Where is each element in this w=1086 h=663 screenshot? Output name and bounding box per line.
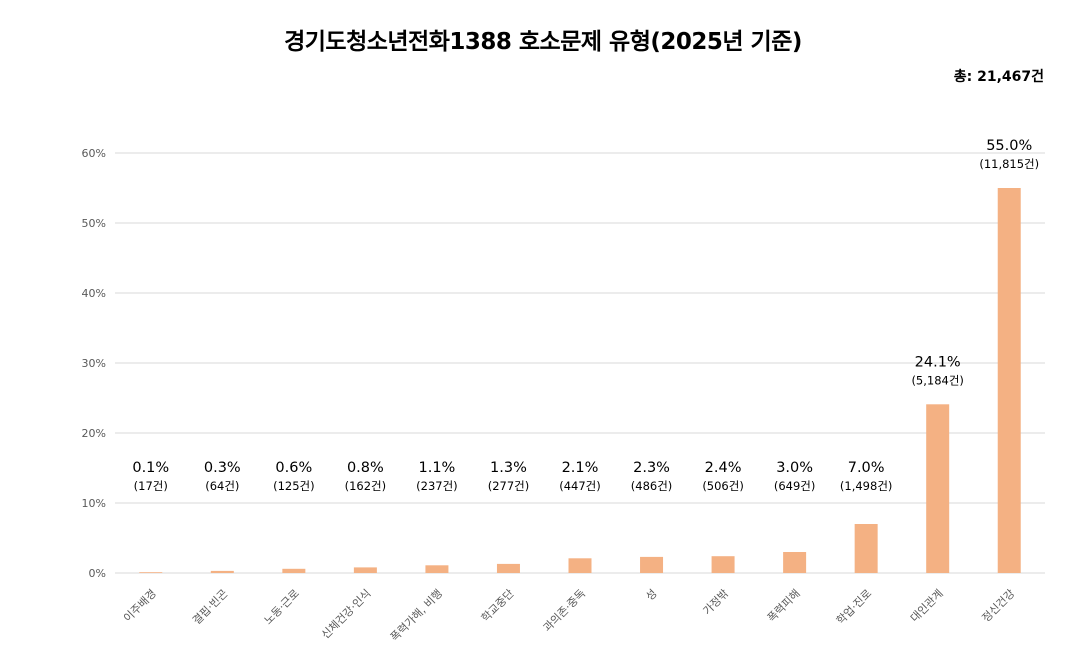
- category-label: 결핍·빈곤: [190, 587, 230, 627]
- value-label: 2.1%: [562, 460, 599, 476]
- category-label: 과의존·중독: [541, 587, 588, 634]
- value-label: 1.3%: [490, 460, 527, 476]
- count-label: (5,184건): [911, 373, 963, 387]
- value-label: 2.4%: [705, 460, 742, 476]
- count-label: (17건): [134, 479, 168, 493]
- bar: [640, 556, 664, 573]
- count-label: (506건): [702, 479, 744, 493]
- value-label: 7.0%: [848, 460, 885, 476]
- bar: [496, 563, 520, 573]
- value-label: 0.6%: [275, 460, 312, 476]
- bar: [926, 404, 950, 573]
- y-tick-label: 20%: [82, 427, 106, 440]
- count-label: (125건): [273, 479, 315, 493]
- total-count: 총: 21,467건: [953, 69, 1044, 85]
- bar: [711, 556, 735, 573]
- category-label: 학업·진로: [834, 587, 874, 627]
- bar: [139, 572, 163, 573]
- bar: [997, 188, 1021, 573]
- value-label: 55.0%: [986, 138, 1032, 154]
- count-label: (277건): [488, 479, 530, 493]
- value-label: 3.0%: [776, 460, 813, 476]
- count-label: (11,815건): [979, 157, 1039, 171]
- category-label: 성: [643, 587, 659, 603]
- chart-title: 경기도청소년전화1388 호소문제 유형(2025년 기준): [284, 29, 802, 55]
- count-label: (486건): [631, 479, 673, 493]
- y-tick-label: 40%: [82, 287, 106, 300]
- bar: [783, 552, 807, 573]
- count-label: (649건): [774, 479, 816, 493]
- value-label: 0.3%: [204, 460, 241, 476]
- y-tick-label: 0%: [89, 567, 106, 580]
- y-tick-label: 10%: [82, 497, 106, 510]
- category-label: 신체건강·인식: [319, 587, 374, 642]
- bar: [353, 567, 377, 573]
- category-label: 대인관계: [908, 587, 946, 625]
- y-tick-label: 30%: [82, 357, 106, 370]
- bar: [568, 558, 592, 573]
- y-tick-label: 60%: [82, 147, 106, 160]
- value-label: 1.1%: [419, 460, 456, 476]
- y-tick-label: 50%: [82, 217, 106, 230]
- bar: [425, 565, 449, 573]
- category-label: 학교중단: [479, 587, 517, 625]
- value-label: 0.8%: [347, 460, 384, 476]
- bar: [282, 568, 306, 573]
- value-label: 0.1%: [132, 460, 169, 476]
- count-label: (237건): [416, 479, 458, 493]
- count-label: (64건): [205, 479, 239, 493]
- category-label: 가정밖: [701, 587, 732, 618]
- count-label: (162건): [345, 479, 387, 493]
- category-label: 이주배경: [121, 587, 159, 625]
- bar: [854, 524, 878, 573]
- category-label: 노동·근로: [262, 587, 302, 627]
- bar: [210, 570, 234, 573]
- category-label: 정신건강: [980, 587, 1018, 625]
- count-label: (1,498건): [840, 479, 892, 493]
- category-label: 폭력피해: [764, 586, 803, 625]
- category-label: 폭력가해, 비행: [387, 586, 445, 644]
- value-label: 24.1%: [915, 354, 961, 370]
- value-label: 2.3%: [633, 460, 670, 476]
- count-label: (447건): [559, 479, 601, 493]
